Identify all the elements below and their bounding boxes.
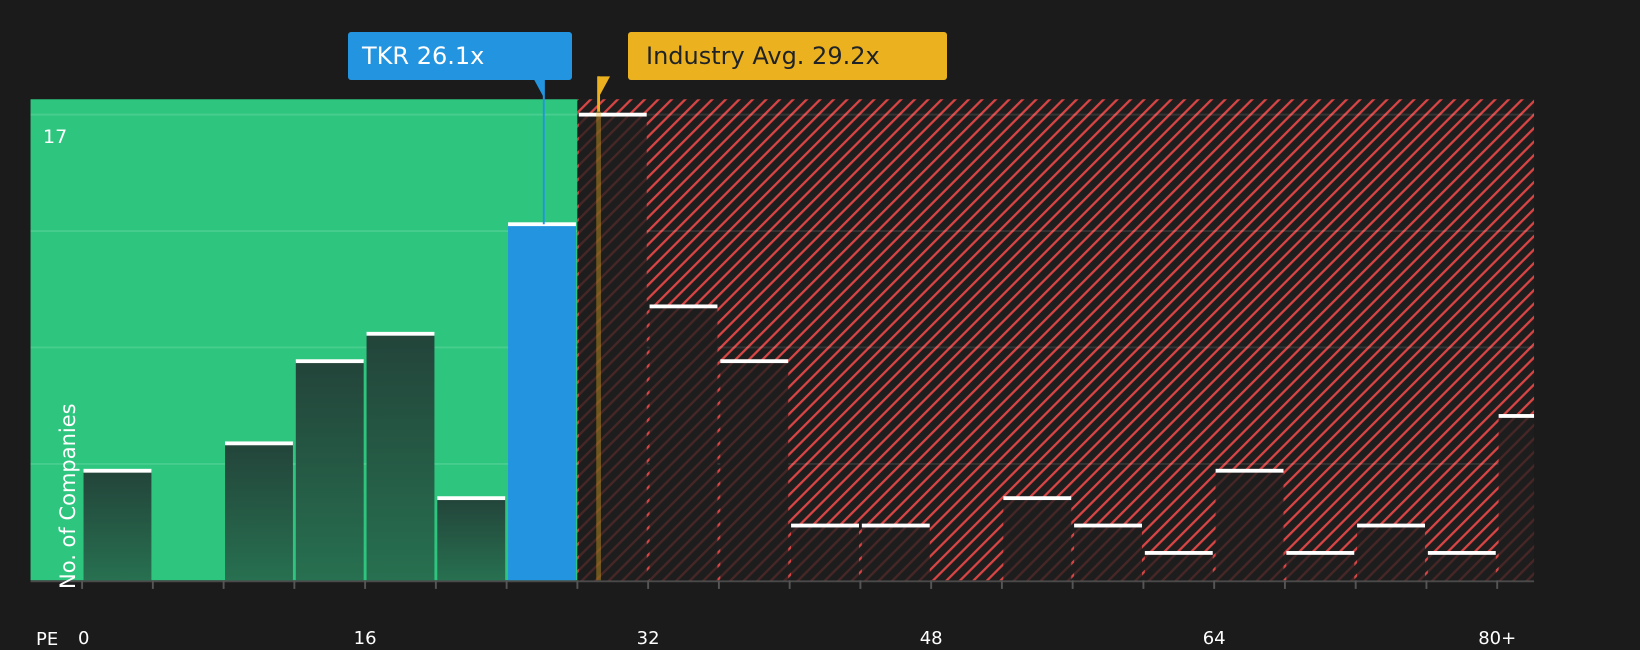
bar-body bbox=[1215, 470, 1284, 581]
bar-64-68 bbox=[1215, 468, 1284, 581]
bar-52-56 bbox=[1003, 496, 1072, 581]
bar-shade bbox=[1215, 470, 1284, 581]
bar-80+ bbox=[1498, 414, 1535, 581]
gridlines bbox=[30, 113, 1535, 465]
bar-shade bbox=[1286, 552, 1355, 581]
bar-top-line bbox=[83, 468, 152, 473]
bar-top-line bbox=[1144, 551, 1213, 555]
bar-shade bbox=[1498, 415, 1535, 581]
bar-shade bbox=[1357, 525, 1426, 581]
x-tick-label: 0 bbox=[78, 628, 90, 649]
bar-76-80 bbox=[1427, 551, 1496, 581]
bar-body bbox=[1003, 498, 1072, 581]
bar-40-44 bbox=[791, 523, 859, 581]
bar-shade bbox=[720, 361, 789, 581]
histogram-bars bbox=[83, 112, 1535, 581]
bar-shade bbox=[1427, 552, 1496, 581]
bar-top-line bbox=[437, 496, 506, 501]
bar-32-36 bbox=[649, 304, 718, 581]
bar-body bbox=[295, 361, 364, 581]
bar-body bbox=[791, 525, 859, 581]
bar-56-60 bbox=[1074, 523, 1142, 581]
bar-12-16 bbox=[295, 359, 364, 581]
bar-body bbox=[1144, 552, 1213, 581]
bar-shade bbox=[649, 306, 718, 581]
bar-top-line bbox=[720, 359, 789, 364]
bar-body bbox=[437, 498, 506, 581]
bar-shade bbox=[1144, 552, 1213, 581]
bar-top-line bbox=[295, 359, 364, 364]
company-pe-callout: TKR 26.1x bbox=[348, 32, 572, 80]
x-tick-label: 48 bbox=[919, 628, 943, 649]
bar-top-line bbox=[649, 304, 718, 309]
x-tick-label: 32 bbox=[636, 628, 660, 649]
bar-top-line bbox=[225, 441, 293, 446]
x-tick-label: 80+ bbox=[1478, 628, 1517, 649]
bar-16-20 bbox=[366, 331, 435, 581]
bar-body bbox=[1427, 552, 1496, 581]
bar-body bbox=[1286, 552, 1355, 581]
y-axis-max-label: 17 bbox=[43, 126, 68, 148]
x-axis-prefix: PE bbox=[36, 629, 59, 650]
bar-8-12 bbox=[225, 441, 293, 581]
x-tick-label: 64 bbox=[1202, 628, 1226, 649]
bar-top-line bbox=[508, 222, 576, 227]
bar-20-24 bbox=[437, 496, 506, 581]
bar-body bbox=[861, 525, 930, 581]
bar-body bbox=[508, 224, 576, 581]
bar-shade bbox=[861, 525, 930, 581]
bar-body bbox=[1357, 525, 1426, 581]
bar-top-line bbox=[366, 331, 435, 336]
bar-0-4 bbox=[83, 468, 152, 581]
bar-top-line bbox=[1357, 523, 1426, 528]
company-pe-label: TKR 26.1x bbox=[362, 42, 485, 70]
bar-body bbox=[225, 443, 293, 581]
bar-60-64 bbox=[1144, 551, 1213, 581]
industry-avg-label: Industry Avg. 29.2x bbox=[646, 42, 880, 70]
bar-36-40 bbox=[720, 359, 789, 581]
bar-body bbox=[1498, 415, 1535, 581]
bar-shade bbox=[791, 525, 859, 581]
bar-top-line bbox=[1498, 414, 1535, 418]
bar-shade bbox=[578, 114, 647, 581]
bar-72-76 bbox=[1357, 523, 1426, 581]
bar-body bbox=[578, 114, 647, 581]
bar-shade bbox=[1074, 525, 1142, 581]
bar-top-line bbox=[861, 523, 930, 528]
bar-top-line bbox=[1427, 551, 1496, 555]
bar-body bbox=[83, 470, 152, 581]
bar-body bbox=[1074, 525, 1142, 581]
bar-top-line bbox=[1286, 551, 1355, 555]
industry-avg-callout: Industry Avg. 29.2x bbox=[628, 32, 947, 80]
bar-28-32 bbox=[578, 112, 647, 581]
y-axis-title: No. of Companies bbox=[56, 403, 80, 589]
bar-top-line bbox=[1074, 523, 1142, 528]
x-axis bbox=[30, 580, 1535, 589]
bar-68-72 bbox=[1286, 551, 1355, 581]
bar-44-48 bbox=[861, 523, 930, 581]
bar-24-28 bbox=[508, 222, 576, 581]
bar-body bbox=[720, 361, 789, 581]
x-tick-label: 16 bbox=[353, 628, 377, 649]
bar-top-line bbox=[1215, 468, 1284, 473]
bar-shade bbox=[1003, 498, 1072, 581]
bar-top-line bbox=[1003, 496, 1072, 501]
bar-body bbox=[649, 306, 718, 581]
bar-top-line bbox=[791, 523, 859, 528]
bar-body bbox=[366, 333, 435, 581]
bar-top-line bbox=[578, 112, 647, 117]
